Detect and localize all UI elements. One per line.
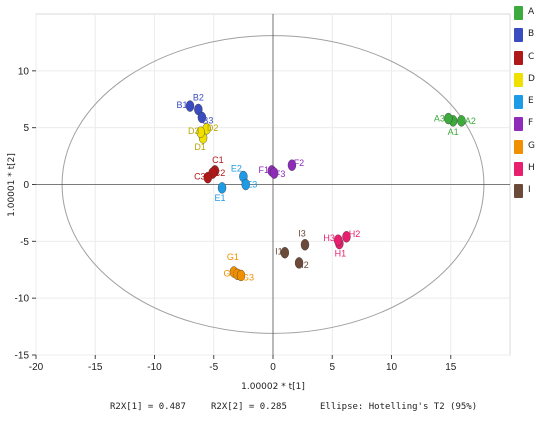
point-c3 bbox=[203, 171, 213, 184]
point-label-c3: C3 bbox=[194, 172, 206, 182]
legend-item-d: D bbox=[514, 72, 548, 95]
y-tick-label: 10 bbox=[18, 66, 30, 77]
point-e1 bbox=[217, 182, 227, 194]
legend-item-c: C bbox=[514, 50, 548, 73]
point-label-a3: A3 bbox=[434, 114, 445, 124]
ellipse-description: Ellipse: Hotelling's T2 (95%) bbox=[320, 402, 478, 412]
legend-label: B bbox=[528, 29, 535, 40]
point-h3 bbox=[333, 234, 343, 246]
point-label-h3: H3 bbox=[323, 233, 335, 243]
x-tick-label: 15 bbox=[445, 362, 457, 373]
r2x1-value: R2X[1] = 0.487 bbox=[110, 402, 186, 412]
point-label-c2: C2 bbox=[214, 168, 226, 178]
legend-swatch bbox=[514, 72, 523, 87]
point-label-h1: H1 bbox=[335, 249, 347, 259]
legend-item-b: B bbox=[514, 28, 548, 50]
legend-item-e: E bbox=[514, 95, 548, 117]
point-a2 bbox=[457, 115, 466, 127]
legend-label: G bbox=[528, 140, 535, 151]
legend-swatch bbox=[514, 139, 523, 154]
point-label-f1: F1 bbox=[259, 165, 270, 175]
point-label-g1: G1 bbox=[227, 252, 239, 262]
y-tick-label: -10 bbox=[15, 294, 30, 305]
y-tick-label: -15 bbox=[15, 351, 30, 362]
point-b3 bbox=[197, 111, 207, 124]
legend-swatch bbox=[514, 117, 523, 132]
legend-swatch bbox=[514, 28, 523, 43]
legend-swatch bbox=[514, 50, 523, 65]
point-label-b3: B3 bbox=[202, 115, 213, 125]
legend-swatch bbox=[514, 162, 523, 177]
point-label-c1: C1 bbox=[212, 155, 224, 165]
legend-label: A bbox=[528, 7, 535, 17]
point-e3 bbox=[241, 178, 250, 191]
point-i1 bbox=[280, 246, 290, 259]
x-tick-label: 0 bbox=[270, 362, 276, 373]
point-b1 bbox=[185, 100, 195, 112]
legend-swatch bbox=[514, 184, 523, 199]
x-tick-label: -15 bbox=[88, 362, 103, 373]
legend-swatch bbox=[514, 95, 523, 110]
legend-item-i: I bbox=[514, 184, 548, 206]
legend-label: C bbox=[528, 51, 535, 62]
x-tick-label: -10 bbox=[147, 362, 162, 373]
point-f3 bbox=[269, 167, 279, 179]
point-label-e2: E2 bbox=[231, 164, 242, 174]
legend-label: I bbox=[528, 185, 531, 196]
model-summary-footer: R2X[1] = 0.487 R2X[2] = 0.285 Ellipse: H… bbox=[0, 398, 550, 418]
x-tick-label: -5 bbox=[209, 362, 218, 373]
legend-item-a: A bbox=[514, 6, 548, 28]
point-label-e3: E3 bbox=[246, 180, 257, 190]
y-axis-label: 1.00001 * t[2] bbox=[7, 153, 17, 217]
legend-label: F bbox=[528, 118, 534, 129]
legend-item-g: G bbox=[514, 139, 548, 162]
point-label-i2: I2 bbox=[301, 260, 309, 270]
y-tick-label: 5 bbox=[23, 123, 29, 134]
point-g3 bbox=[236, 269, 246, 282]
x-tick-label: 10 bbox=[386, 362, 398, 373]
point-label-b1: B1 bbox=[177, 100, 188, 110]
point-label-d3: D3 bbox=[188, 126, 200, 136]
x-tick-label: -20 bbox=[29, 362, 44, 373]
point-label-g3: G3 bbox=[242, 272, 254, 282]
x-tick-label: 5 bbox=[329, 362, 335, 373]
y-tick-label: 0 bbox=[23, 180, 29, 191]
point-label-f2: F2 bbox=[294, 158, 305, 168]
point-label-a1: A1 bbox=[448, 127, 459, 137]
zero-lines bbox=[36, 14, 510, 355]
legend-label: E bbox=[528, 96, 534, 107]
point-i3 bbox=[300, 239, 310, 251]
legend-item-f: F bbox=[514, 117, 548, 139]
point-i2 bbox=[294, 257, 304, 269]
point-label-a2: A2 bbox=[465, 116, 476, 126]
point-label-i3: I3 bbox=[298, 229, 306, 239]
point-label-f3: F3 bbox=[275, 169, 286, 179]
point-label-e1: E1 bbox=[215, 193, 226, 203]
point-label-g2: G2 bbox=[223, 268, 235, 278]
r2x2-value: R2X[2] = 0.285 bbox=[211, 402, 287, 412]
point-d3 bbox=[196, 126, 205, 138]
x-axis-label: 1.00002 * t[1] bbox=[241, 382, 305, 392]
point-f2 bbox=[287, 159, 297, 171]
legend-label: H bbox=[528, 163, 535, 174]
legend-item-h: H bbox=[514, 162, 548, 184]
point-label-h2: H2 bbox=[349, 229, 361, 239]
point-a3 bbox=[444, 112, 453, 125]
legend-label: D bbox=[528, 73, 535, 84]
point-label-d2: D2 bbox=[207, 123, 219, 133]
y-tick-label: -5 bbox=[20, 237, 29, 248]
point-label-i1: I1 bbox=[275, 247, 283, 257]
legend-swatch bbox=[514, 6, 523, 20]
point-label-b2: B2 bbox=[193, 92, 204, 102]
point-label-d1: D1 bbox=[194, 142, 206, 152]
point-h2 bbox=[342, 231, 351, 243]
